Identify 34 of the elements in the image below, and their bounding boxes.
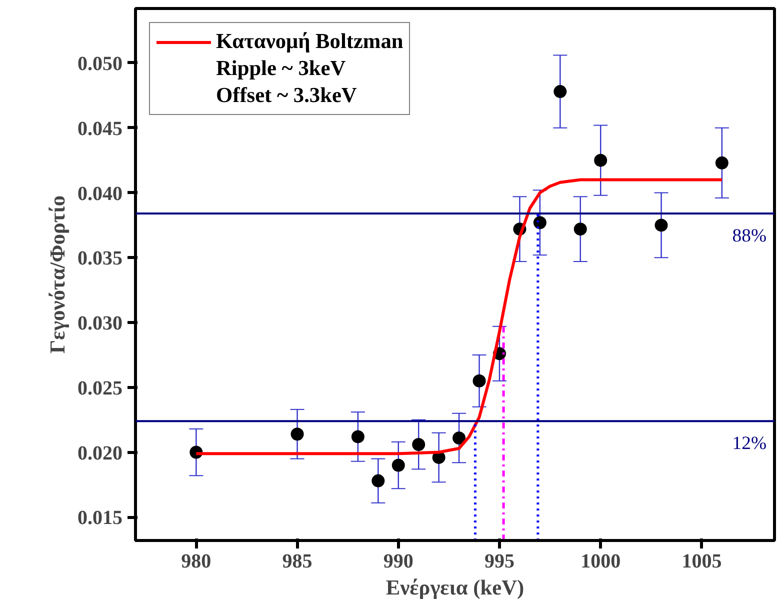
y-tick-label: 0.040 bbox=[78, 182, 122, 205]
point bbox=[654, 218, 668, 232]
point bbox=[715, 156, 728, 170]
y-tick-label: 0.020 bbox=[78, 442, 122, 464]
point bbox=[554, 85, 567, 98]
x-tick-label: 990 bbox=[383, 550, 414, 572]
point bbox=[574, 222, 587, 236]
legend-label: Κατανομή Boltzman bbox=[216, 29, 404, 54]
y-tick-label: 0.045 bbox=[78, 118, 122, 140]
point bbox=[392, 458, 405, 472]
point bbox=[290, 428, 304, 441]
annotation: 12% bbox=[732, 433, 767, 454]
annotation: 88% bbox=[732, 226, 767, 247]
point bbox=[533, 216, 546, 230]
y-tick-label: 0.015 bbox=[78, 507, 122, 530]
x-tick-label: 985 bbox=[282, 550, 312, 572]
y-tick-label: 0.035 bbox=[78, 248, 122, 270]
x-tick-label: 980 bbox=[181, 550, 212, 572]
x-tick-label: 995 bbox=[484, 550, 514, 572]
x-axis-title: Ενέργεια (keV) bbox=[386, 576, 524, 600]
y-tick-label: 0.030 bbox=[78, 312, 122, 335]
y-tick-label: 0.025 bbox=[78, 377, 122, 400]
point bbox=[472, 374, 486, 388]
point bbox=[594, 154, 608, 167]
y-axis-title: Γεγονότα/Φορτίο bbox=[46, 195, 70, 354]
point bbox=[412, 438, 426, 451]
x-tick-label: 1005 bbox=[682, 550, 722, 572]
x-tick-label: 1000 bbox=[580, 550, 621, 572]
point bbox=[351, 430, 364, 444]
point bbox=[452, 432, 466, 444]
annotation: Offset ~ 3.3keV bbox=[216, 83, 357, 108]
point bbox=[372, 474, 385, 488]
annotation: Ripple ~ 3keV bbox=[216, 56, 346, 81]
y-tick-label: 0.050 bbox=[78, 53, 122, 75]
